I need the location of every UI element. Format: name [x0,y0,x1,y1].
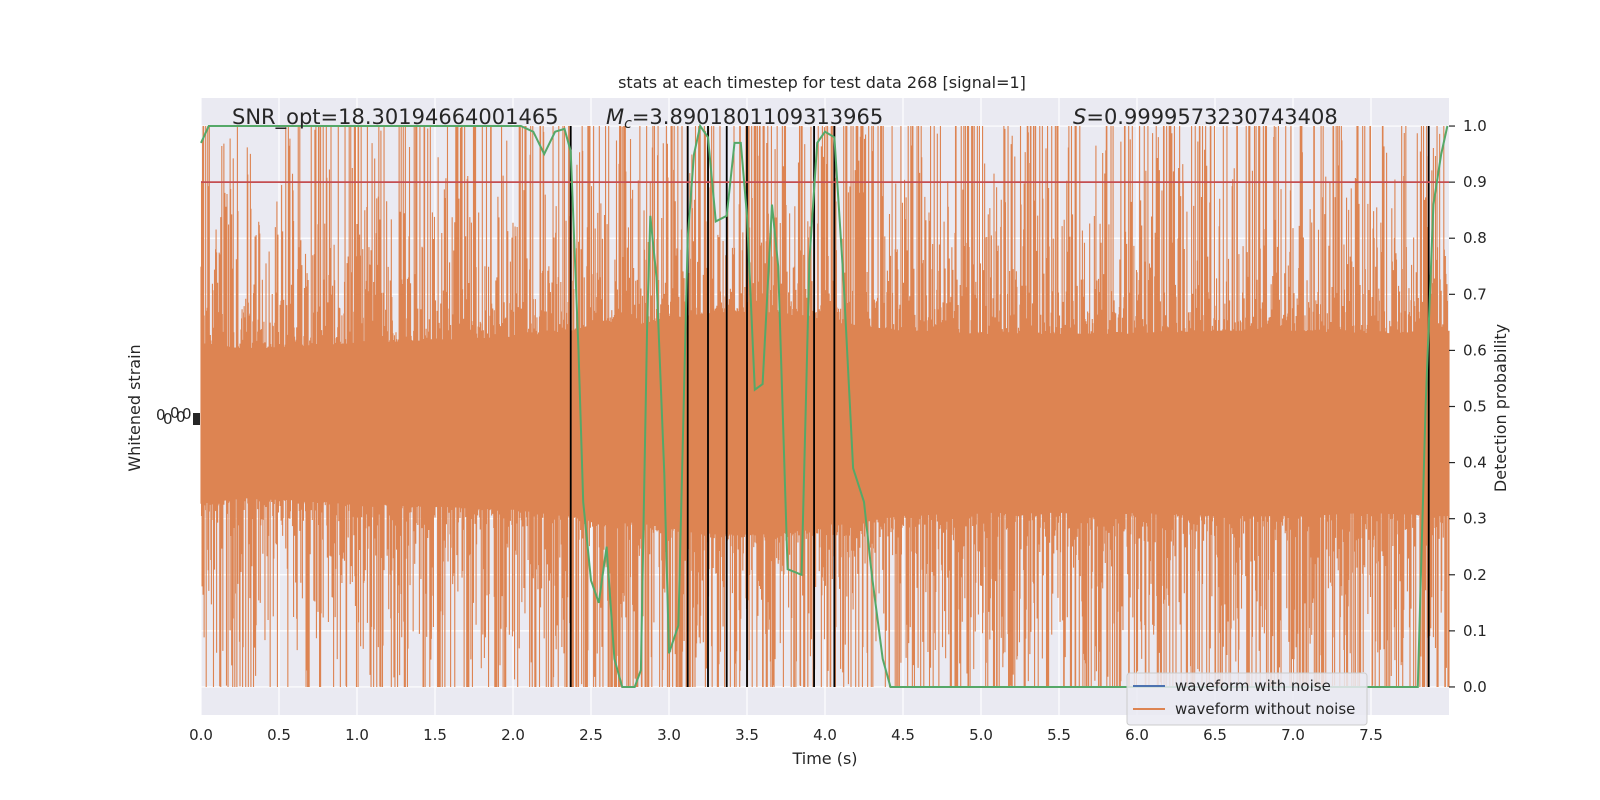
waveform-without-noise-series [200,126,1450,687]
y-tick-8: 0.8 [1463,229,1487,247]
y-axis-right-label: Detection probability [1491,324,1510,492]
x-tick-14: 7.0 [1281,726,1305,744]
y-tick-10: 1.0 [1463,117,1487,135]
legend-label-with-noise: waveform with noise [1175,677,1331,695]
chirp-mass-annotation: Mc=3.8901801109313965 [606,105,883,132]
y-tick-3: 0.3 [1463,510,1487,528]
waveform-path [200,126,1450,687]
chart-title: stats at each timestep for test data 268… [618,73,1026,92]
x-tick-0: 0.0 [189,726,213,744]
x-tick-8: 4.0 [813,726,837,744]
x-tick-15: 7.5 [1359,726,1383,744]
x-tick-9: 4.5 [891,726,915,744]
y-tick-5: 0.5 [1463,398,1487,416]
x-tick-12: 6.0 [1125,726,1149,744]
x-axis-label: Time (s) [791,749,857,768]
y-tick-0: 0.0 [1463,678,1487,696]
x-tick-10: 5.0 [969,726,993,744]
x-tick-2: 1.0 [345,726,369,744]
left-axis-tick-cluster: 0 0 0 0 0 [156,404,200,428]
y-tick-2: 0.2 [1463,566,1487,584]
y-axis-right-ticks: 0.0 0.1 0.2 0.3 0.4 0.5 0.6 0.7 0.8 0.9 1.0 [1449,117,1487,696]
x-tick-3: 1.5 [423,726,447,744]
y-tick-9: 0.9 [1463,173,1487,191]
y-axis-left-label: Whitened strain [125,344,144,471]
snr-annotation: SNR_opt=18.30194664001465 [232,105,559,130]
left-tick-2: 0 [163,410,173,428]
x-tick-7: 3.5 [735,726,759,744]
x-tick-4: 2.0 [501,726,525,744]
y-tick-7: 0.7 [1463,285,1487,303]
y-tick-6: 0.6 [1463,341,1487,359]
y-tick-1: 0.1 [1463,622,1487,640]
left-tick-5: 0 [182,405,192,423]
x-axis-ticks: 0.0 0.5 1.0 1.5 2.0 2.5 3.0 3.5 4.0 4.5 5.0 5.5 6.0 6… [189,726,1383,744]
legend: waveform with noise waveform without noi… [1126,672,1368,726]
x-tick-13: 6.5 [1203,726,1227,744]
left-tick-3: 0 [170,404,180,422]
x-tick-6: 3.0 [657,726,681,744]
x-tick-5: 2.5 [579,726,603,744]
left-tick-4: 0 [176,408,186,426]
x-tick-11: 5.5 [1047,726,1071,744]
y-tick-4: 0.4 [1463,454,1487,472]
legend-label-without-noise: waveform without noise [1175,700,1355,718]
x-tick-1: 0.5 [267,726,291,744]
left-tick-1: 0 [156,406,166,424]
score-annotation: S=0.9999573230743408 [1073,105,1338,129]
detection-probability-line [200,123,1449,688]
